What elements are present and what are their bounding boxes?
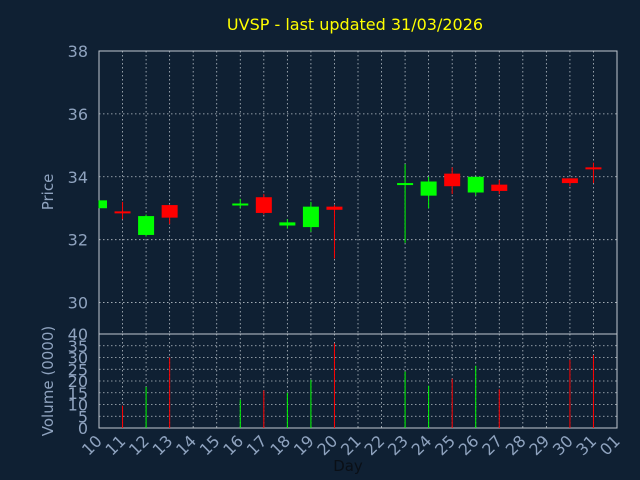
candle-body (467, 176, 484, 193)
candle-body (397, 183, 414, 186)
price-axis-label: Price (39, 174, 57, 211)
candle-26 (467, 176, 484, 196)
volume-bars (122, 343, 594, 428)
candle-10 (98, 200, 107, 209)
volume-tick-label: 15 (68, 384, 88, 403)
candle-body (161, 205, 178, 218)
candle-25 (444, 167, 461, 195)
volume-tick-label: 30 (68, 349, 88, 368)
candle-body (232, 203, 249, 206)
volume-tick-label: 35 (68, 337, 88, 356)
candle-body (138, 216, 155, 235)
candle-31 (585, 162, 602, 184)
candle-body (302, 206, 319, 228)
candle-11 (114, 201, 131, 220)
volume-tick-label: 40 (68, 325, 88, 344)
candle-16 (232, 198, 249, 209)
price-y-axis: 30 32 34 36 38 (68, 42, 88, 313)
candle-30 (561, 178, 578, 187)
candle-17 (255, 194, 272, 215)
candle-body (491, 184, 508, 191)
candle-body (255, 197, 272, 213)
day-tick-label: 01 (596, 431, 624, 459)
volume-axis-label: Volume (0000) (39, 326, 57, 436)
candle-19 (302, 201, 319, 232)
candle-body (444, 173, 461, 187)
volume-tick-label: 5 (78, 407, 88, 426)
chart-title: UVSP - last updated 31/03/2026 (227, 15, 483, 34)
candle-body (585, 167, 602, 170)
candle-body (561, 178, 578, 184)
candle-13 (161, 205, 178, 224)
volume-tick-label: 20 (68, 372, 88, 391)
volume-grid (98, 333, 618, 429)
price-tick-label: 30 (68, 294, 88, 313)
candle-18 (279, 219, 296, 229)
price-grid (98, 50, 618, 334)
day-x-axis: 1011121314151617181920212223242526272829… (78, 431, 624, 459)
candle-23 (397, 164, 414, 243)
candle-body (326, 206, 343, 210)
candle-body (114, 211, 131, 214)
price-tick-label: 34 (68, 168, 88, 187)
candle-body (279, 222, 296, 226)
price-tick-label: 38 (68, 42, 88, 61)
candle-body (99, 200, 107, 209)
candle-27 (491, 179, 508, 195)
volume-tick-label: 10 (68, 396, 88, 415)
volume-tick-label: 0 (78, 419, 88, 438)
candle-24 (420, 176, 437, 209)
volume-tick-label: 25 (68, 360, 88, 379)
candle-body (420, 181, 437, 196)
x-axis-label: Day (333, 457, 363, 475)
candle-12 (138, 214, 155, 237)
price-tick-label: 36 (68, 105, 88, 124)
price-tick-label: 32 (68, 231, 88, 250)
price-candles (98, 162, 602, 259)
candle-20 (326, 205, 343, 259)
volume-plot-frame (98, 333, 618, 429)
